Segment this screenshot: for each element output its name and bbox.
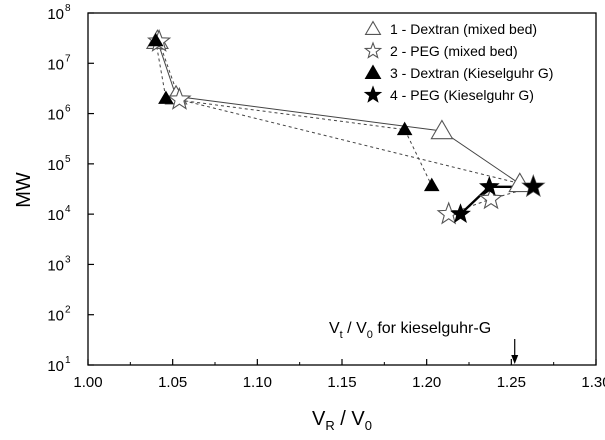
y-tick-exponent: 1 bbox=[65, 355, 71, 366]
filled-star-marker bbox=[479, 175, 500, 196]
y-tick-exponent: 6 bbox=[65, 104, 71, 115]
x-tick-label: 1.30 bbox=[581, 374, 605, 391]
y-tick-label: 10 bbox=[47, 308, 64, 325]
x-tick-label: 1.25 bbox=[497, 374, 526, 391]
series-3-line bbox=[155, 40, 433, 186]
x-tick-label: 1.10 bbox=[243, 374, 272, 391]
legend-entry: 4 - PEG (Kieselguhr G) bbox=[363, 85, 534, 103]
annotation-arrow-head bbox=[511, 355, 519, 364]
y-tick-exponent: 3 bbox=[65, 254, 71, 265]
x-axis-ticks: 1.00 1.05 1.10 1.15 1.20 1.25 1.30 bbox=[73, 359, 605, 391]
y-tick-label: 10 bbox=[47, 207, 64, 224]
legend-label: 1 - Dextran (mixed bed) bbox=[390, 21, 537, 37]
legend-entry: 1 - Dextran (mixed bed) bbox=[364, 20, 537, 37]
y-tick-label: 10 bbox=[47, 358, 64, 375]
filled-triangle-marker bbox=[423, 177, 440, 192]
open-triangle-marker bbox=[364, 20, 382, 35]
y-tick-exponent: 7 bbox=[65, 53, 71, 64]
filled-triangle-marker bbox=[158, 90, 174, 104]
x-axis-label: VR / V0 bbox=[312, 408, 372, 433]
legend-entry: 2 - PEG (mixed bed) bbox=[363, 41, 518, 59]
open-star-marker bbox=[363, 41, 383, 59]
open-triangle-marker bbox=[508, 172, 532, 193]
x-tick-label: 1.15 bbox=[327, 374, 356, 391]
x-tick-label: 1.00 bbox=[73, 374, 102, 391]
y-axis-label: MW bbox=[13, 172, 35, 208]
x-axis-label-sub-0: 0 bbox=[365, 418, 372, 433]
filled-star-marker bbox=[450, 203, 471, 223]
legend-label: 3 - Dextran (Kieselguhr G) bbox=[390, 65, 553, 81]
open-triangle-marker bbox=[430, 119, 454, 140]
y-tick-label: 10 bbox=[47, 56, 64, 73]
y-tick-label: 10 bbox=[47, 157, 64, 174]
x-tick-label: 1.20 bbox=[412, 374, 441, 391]
open-star-marker bbox=[167, 86, 192, 110]
filled-triangle-marker bbox=[396, 121, 413, 136]
y-tick-label: 10 bbox=[47, 257, 64, 274]
x-axis-label-main: V bbox=[312, 408, 326, 430]
filled-star-marker bbox=[523, 175, 544, 196]
filled-triangle-marker bbox=[364, 64, 382, 79]
y-tick-exponent: 8 bbox=[65, 3, 71, 14]
legend-entry: 3 - Dextran (Kieselguhr G) bbox=[364, 64, 553, 81]
x-tick-label: 1.05 bbox=[158, 374, 187, 391]
filled-triangle-marker bbox=[147, 32, 164, 47]
y-tick-exponent: 2 bbox=[65, 305, 71, 316]
legend-label: 4 - PEG (Kieselguhr G) bbox=[390, 87, 534, 103]
legend-label: 2 - PEG (mixed bed) bbox=[390, 43, 518, 59]
series-markers bbox=[145, 28, 546, 225]
y-tick-label: 10 bbox=[47, 6, 64, 23]
y-tick-exponent: 4 bbox=[65, 204, 71, 215]
legend: 1 - Dextran (mixed bed) 2 - PEG (mixed be… bbox=[363, 20, 553, 103]
x-axis-label-sub-r: R bbox=[325, 418, 334, 433]
y-tick-exponent: 5 bbox=[65, 154, 71, 165]
series-1-line bbox=[156, 40, 521, 185]
annotation-text: Vt / V0 for kieselguhr-G bbox=[329, 320, 491, 341]
y-tick-label: 10 bbox=[47, 107, 64, 124]
x-axis-label-mid: / V bbox=[335, 408, 366, 430]
filled-star-marker bbox=[363, 85, 383, 103]
annotation: Vt / V0 for kieselguhr-G bbox=[329, 320, 519, 364]
